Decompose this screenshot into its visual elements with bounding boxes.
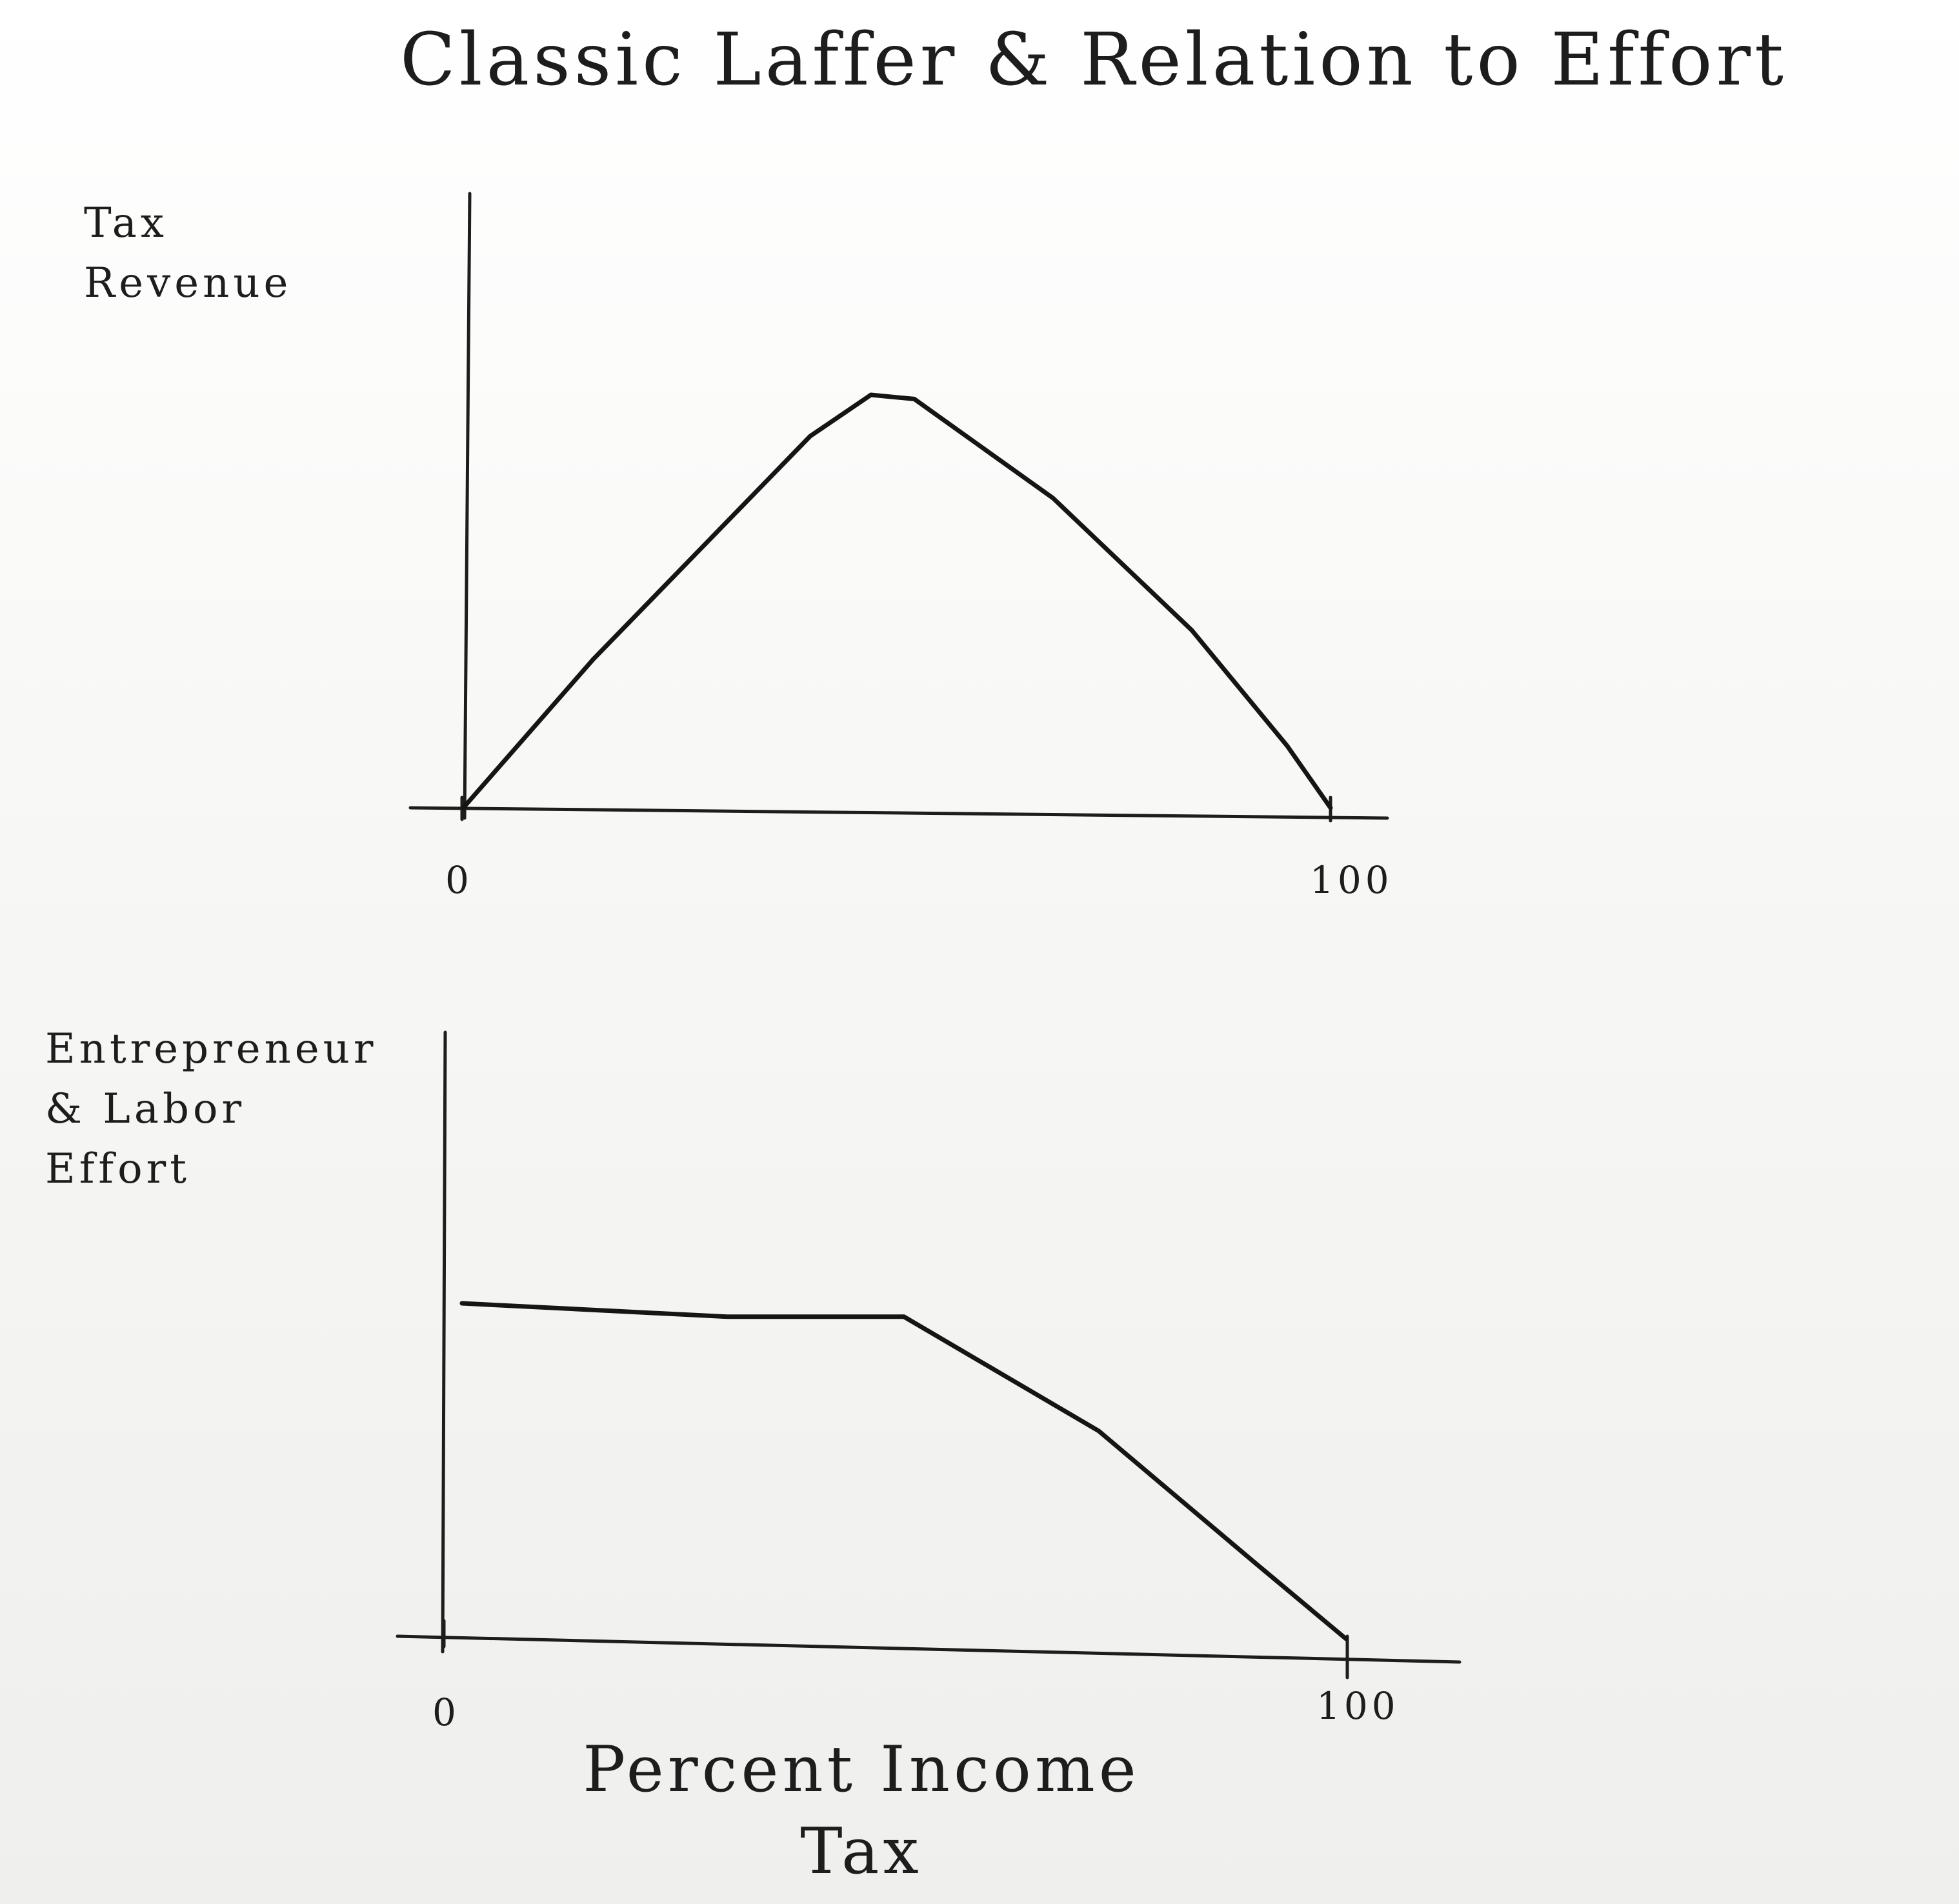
top-chart — [408, 192, 1389, 823]
x-tick-label-0: 0 — [432, 1690, 460, 1734]
x-tick-label-100: 100 — [1316, 1684, 1400, 1728]
x-axis-label-line: Percent Income — [583, 1733, 1140, 1807]
x-tick-label-100: 100 — [1310, 858, 1393, 902]
y-axis-line — [463, 192, 472, 820]
y-axis-label-line: Effort — [45, 1145, 190, 1193]
y-axis-label-line: Entrepreneur — [45, 1025, 377, 1073]
y-axis-label-line: Revenue — [84, 259, 292, 307]
y-axis-line — [441, 1030, 447, 1654]
x-axis-label: Percent Income Tax — [548, 1729, 1174, 1894]
page-title: Classic Laffer & Relation to Effort — [400, 18, 1788, 102]
effort-curve — [459, 1301, 1349, 1641]
y-axis-label-line: Tax — [84, 199, 168, 247]
y-axis-label-effort: Entrepreneur & Labor Effort — [45, 1019, 377, 1199]
laffer-curve — [461, 392, 1333, 810]
y-axis-label-tax-revenue: Tax Revenue — [84, 194, 292, 314]
x-axis-line — [396, 1634, 1462, 1664]
x-axis-label-line: Tax — [800, 1815, 923, 1889]
x-axis-line — [408, 806, 1389, 820]
y-axis-label-line: & Labor — [45, 1085, 246, 1133]
x-tick-label-0: 0 — [445, 858, 473, 902]
bottom-chart — [396, 1030, 1462, 1679]
